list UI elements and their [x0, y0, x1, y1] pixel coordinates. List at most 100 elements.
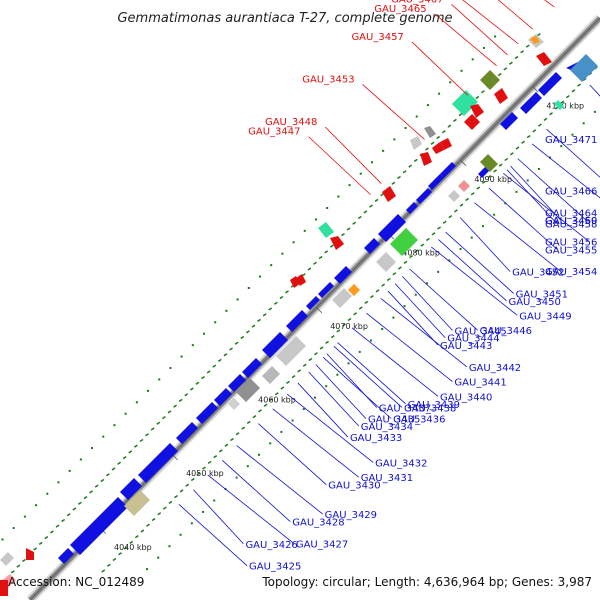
- gene-arrow[interactable]: [378, 214, 406, 242]
- feature-box[interactable]: [348, 284, 360, 296]
- gene-arrow[interactable]: [520, 92, 542, 114]
- gene-arrow[interactable]: [318, 282, 334, 298]
- reverse-gene-label[interactable]: GAU_3445: [454, 326, 506, 337]
- reverse-gene-labels: GAU_3471 GAU_3466 GAU_3464GAU_3459GAU_3460…: [245, 135, 597, 573]
- reverse-gene-label[interactable]: GAU_3466: [545, 186, 597, 197]
- forward-gene-label[interactable]: GAU_3447: [248, 127, 300, 138]
- feature-box[interactable]: [276, 336, 306, 366]
- reverse-gene-label[interactable]: GAU_3441: [454, 378, 506, 389]
- forward-gene-label[interactable]: GAU_3467: [391, 0, 443, 5]
- gene-arrow[interactable]: [440, 162, 456, 178]
- reverse-gene-label[interactable]: GAU_3471: [545, 135, 597, 146]
- gene-arrow[interactable]: [58, 548, 74, 564]
- reverse-gene-label[interactable]: GAU_3438: [404, 403, 456, 414]
- gene-arrow[interactable]: [364, 238, 380, 254]
- gene-arrow[interactable]: [0, 580, 8, 596]
- gene-arrow[interactable]: [428, 174, 444, 190]
- forward-gene-label[interactable]: GAU_3453: [302, 74, 354, 85]
- forward-gene-label[interactable]: GAU_3448: [265, 117, 317, 128]
- feature-box[interactable]: [390, 228, 418, 256]
- reverse-gene-label[interactable]: GAU_3434: [361, 422, 413, 433]
- gene-arrow[interactable]: [70, 497, 128, 555]
- reverse-gene-label[interactable]: GAU_3454: [545, 267, 597, 278]
- reverse-gene-label[interactable]: GAU_3426: [245, 540, 297, 551]
- gene-arrow[interactable]: [538, 72, 562, 96]
- gene-arrow[interactable]: [424, 126, 436, 138]
- gene-arrow[interactable]: [196, 402, 218, 424]
- gene-arrow[interactable]: [480, 70, 500, 90]
- reverse-gene-label[interactable]: GAU_3450: [508, 297, 560, 308]
- reverse-gene-label[interactable]: GAU_3455: [545, 245, 597, 256]
- reverse-gene-label[interactable]: GAU_3442: [469, 363, 521, 374]
- gene-arrow[interactable]: [330, 236, 344, 250]
- reverse-gene-label[interactable]: GAU_3435: [368, 415, 420, 426]
- gene-arrow[interactable]: [470, 104, 484, 118]
- reverse-gene-label[interactable]: GAU_3440: [440, 392, 492, 403]
- gene-arrow[interactable]: [410, 136, 422, 150]
- feature-box[interactable]: [228, 398, 240, 410]
- feature-box[interactable]: [480, 154, 498, 172]
- reverse-gene-label[interactable]: GAU_3432: [375, 458, 427, 469]
- feature-box[interactable]: [570, 54, 598, 82]
- gene-arrow[interactable]: [452, 90, 478, 116]
- gene-arrow[interactable]: [286, 310, 308, 332]
- reverse-gene-label[interactable]: GAU_3452: [512, 267, 564, 278]
- leader-line: [589, 84, 600, 97]
- gene-arrow[interactable]: [120, 478, 142, 500]
- feature-box[interactable]: [0, 552, 14, 566]
- reverse-gene-label[interactable]: GAU_3460: [545, 216, 597, 227]
- gene-arrow[interactable]: [420, 152, 432, 166]
- reverse-gene-label[interactable]: GAU_3437: [379, 404, 431, 415]
- feature-box[interactable]: [332, 288, 352, 308]
- reverse-gene-label[interactable]: GAU_3430: [328, 481, 380, 492]
- reverse-gene-label[interactable]: GAU_3443: [440, 341, 492, 352]
- reverse-gene-label[interactable]: GAU_3456: [545, 238, 597, 249]
- reverse-gene-label[interactable]: GAU_3428: [292, 518, 344, 529]
- feature-box[interactable]: [376, 252, 396, 272]
- gene-arrow[interactable]: [138, 443, 178, 483]
- feature-box[interactable]: [458, 180, 470, 192]
- gene-arrow[interactable]: [432, 142, 444, 154]
- gene-arrow[interactable]: [500, 112, 518, 130]
- gene-arrow[interactable]: [440, 138, 452, 150]
- gene-arrow[interactable]: [318, 222, 334, 238]
- reverse-gene-label[interactable]: GAU_3436: [393, 415, 445, 426]
- gene-arrow[interactable]: [176, 422, 198, 444]
- forward-gene-label[interactable]: GAU_3457: [351, 32, 403, 43]
- gene-arrow[interactable]: [494, 88, 508, 104]
- feature-box[interactable]: [124, 490, 150, 516]
- gene-arrow[interactable]: [26, 548, 34, 560]
- reverse-gene-label[interactable]: GAU_3458: [545, 220, 597, 231]
- gene-arrow[interactable]: [228, 374, 246, 392]
- reverse-gene-label[interactable]: GAU_3464: [545, 208, 597, 219]
- gene-arrow[interactable]: [214, 388, 232, 406]
- feature-box[interactable]: [262, 366, 280, 384]
- forward-gene-label[interactable]: GAU_3465: [374, 4, 426, 15]
- reverse-gene-label[interactable]: GAU_3451: [516, 289, 568, 300]
- gene-arrow[interactable]: [382, 186, 396, 202]
- reverse-gene-label[interactable]: GAU_3446: [480, 326, 532, 337]
- reverse-gene-label[interactable]: GAU_3459: [545, 216, 597, 227]
- gene-arrow[interactable]: [242, 358, 262, 378]
- gene-arrow[interactable]: [416, 188, 432, 204]
- feature-box[interactable]: [236, 378, 260, 402]
- reverse-gene-label[interactable]: GAU_3425: [249, 562, 301, 573]
- reverse-gene-label[interactable]: GAU_3431: [361, 473, 413, 484]
- gene-arrow[interactable]: [296, 274, 306, 286]
- feature-box[interactable]: [448, 190, 460, 202]
- leader-line: [546, 128, 600, 178]
- reverse-gene-label[interactable]: GAU_3444: [447, 334, 499, 345]
- reverse-gene-label[interactable]: GAU_3433: [350, 433, 402, 444]
- reverse-gene-label[interactable]: GAU_3429: [325, 510, 377, 521]
- gene-arrow[interactable]: [406, 202, 418, 214]
- gene-arrow[interactable]: [334, 266, 352, 284]
- feature-box[interactable]: [554, 100, 564, 110]
- leader-line: [325, 126, 382, 184]
- gene-arrow[interactable]: [536, 52, 552, 66]
- reverse-gene-label[interactable]: GAU_3449: [519, 311, 571, 322]
- reverse-gene-label[interactable]: GAU_3439: [408, 400, 460, 411]
- reverse-gene-label[interactable]: GAU_3427: [296, 539, 348, 550]
- gene-arrow[interactable]: [262, 332, 288, 358]
- gene-arrow[interactable]: [306, 296, 320, 310]
- gene-arrow[interactable]: [530, 36, 540, 44]
